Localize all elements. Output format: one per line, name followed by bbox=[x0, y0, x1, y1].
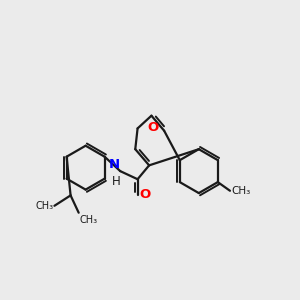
Text: CH₃: CH₃ bbox=[232, 186, 251, 196]
Text: O: O bbox=[140, 188, 151, 201]
Text: O: O bbox=[147, 122, 158, 134]
Text: N: N bbox=[109, 158, 120, 171]
Text: CH₃: CH₃ bbox=[80, 214, 98, 225]
Text: H: H bbox=[112, 175, 121, 188]
Text: CH₃: CH₃ bbox=[35, 201, 53, 211]
